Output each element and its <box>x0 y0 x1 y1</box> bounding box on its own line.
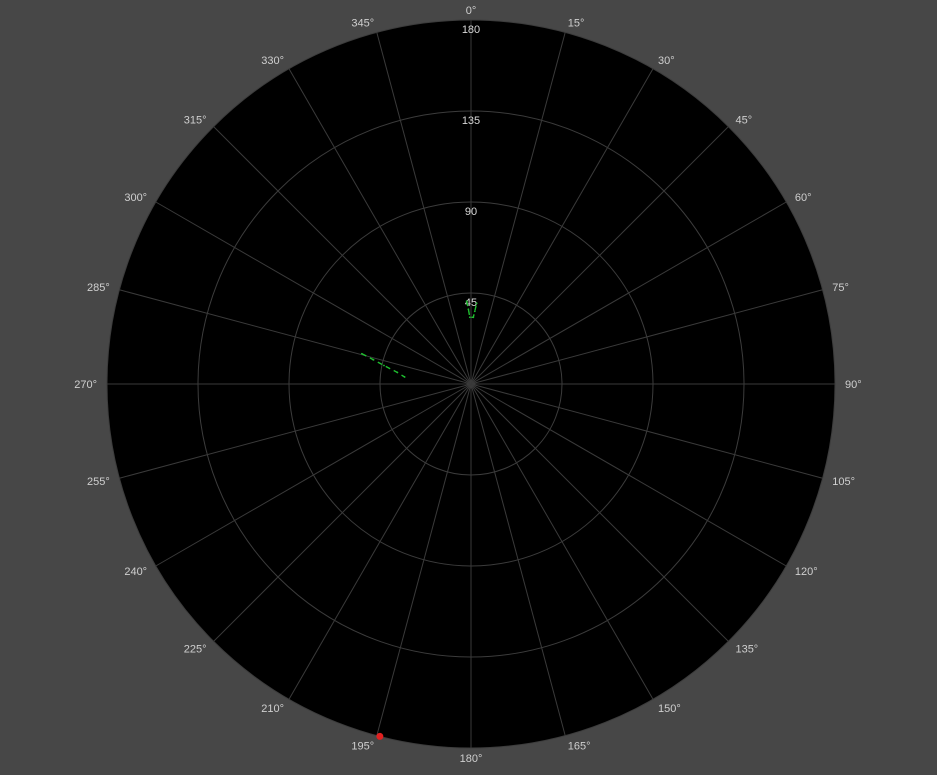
data-point <box>475 302 478 305</box>
data-point <box>468 316 471 319</box>
data-point <box>403 376 406 378</box>
grid-spoke-60 <box>470 201 787 385</box>
grid-spoke-345 <box>376 32 472 385</box>
grid-spoke-150 <box>470 383 654 700</box>
grid-spoke-120 <box>470 383 787 567</box>
angle-tick-label: 270° <box>74 379 97 391</box>
angle-tick-label: 135° <box>735 643 758 655</box>
grid-spoke-330 <box>288 68 472 385</box>
angle-tick-label: 300° <box>124 192 147 204</box>
grid-spoke-285 <box>119 289 472 385</box>
angle-tick-label: 210° <box>261 703 284 715</box>
angle-tick-label: 105° <box>832 476 855 488</box>
data-point <box>383 364 385 367</box>
angle-tick-label: 240° <box>124 566 147 578</box>
angle-tick-label: 15° <box>568 18 585 30</box>
data-point <box>467 308 470 311</box>
angle-tick-label: 30° <box>658 55 675 67</box>
grid-spoke-75 <box>470 289 823 385</box>
grid-spoke-165 <box>470 383 566 736</box>
grid-spoke-315 <box>213 126 472 385</box>
data-point <box>376 732 384 740</box>
grid-spoke-30 <box>470 68 654 385</box>
data-point <box>473 310 476 313</box>
data-point <box>371 358 374 361</box>
grid-spoke-300 <box>155 201 472 385</box>
grid-spoke-195 <box>376 383 472 736</box>
angle-tick-label: 330° <box>261 55 284 67</box>
radial-tick-label: 135 <box>462 115 480 127</box>
radial-tick-label: 180 <box>462 24 480 36</box>
angle-tick-label: 45° <box>735 115 752 127</box>
grid-spoke-15 <box>470 32 566 385</box>
angle-tick-label: 0° <box>466 5 477 17</box>
angle-tick-label: 165° <box>568 740 591 752</box>
data-point <box>472 316 475 319</box>
data-point <box>465 300 468 303</box>
grid-spoke-135 <box>470 383 729 642</box>
angle-tick-label: 120° <box>795 566 818 578</box>
grid-spoke-225 <box>213 383 472 642</box>
grid-spoke-45 <box>470 126 729 385</box>
angle-tick-label: 225° <box>184 643 207 655</box>
angle-tick-label: 75° <box>832 282 849 294</box>
angle-tick-label: 315° <box>184 115 207 127</box>
data-point <box>396 371 398 374</box>
grid-spoke-255 <box>119 383 472 479</box>
grid-spokes <box>107 20 835 748</box>
angle-labels: 0° 15° 30° 45° 60° 75° 90° 105° 120° 135° 150° 165°… <box>74 5 861 765</box>
angle-tick-label: 285° <box>87 282 110 294</box>
grid-spoke-210 <box>288 383 472 700</box>
series-layer <box>360 300 478 740</box>
series-trail <box>466 301 478 318</box>
data-point <box>360 352 363 355</box>
angle-tick-label: 345° <box>351 18 374 30</box>
angle-tick-label: 195° <box>351 740 374 752</box>
angle-tick-label: 60° <box>795 192 812 204</box>
angle-tick-label: 150° <box>658 703 681 715</box>
grid-spoke-105 <box>470 383 823 479</box>
angle-tick-label: 255° <box>87 476 110 488</box>
grid-spoke-240 <box>155 383 472 567</box>
angle-tick-label: 90° <box>845 379 862 391</box>
angle-tick-label: 180° <box>460 753 483 765</box>
radial-tick-label: 90 <box>465 206 477 218</box>
